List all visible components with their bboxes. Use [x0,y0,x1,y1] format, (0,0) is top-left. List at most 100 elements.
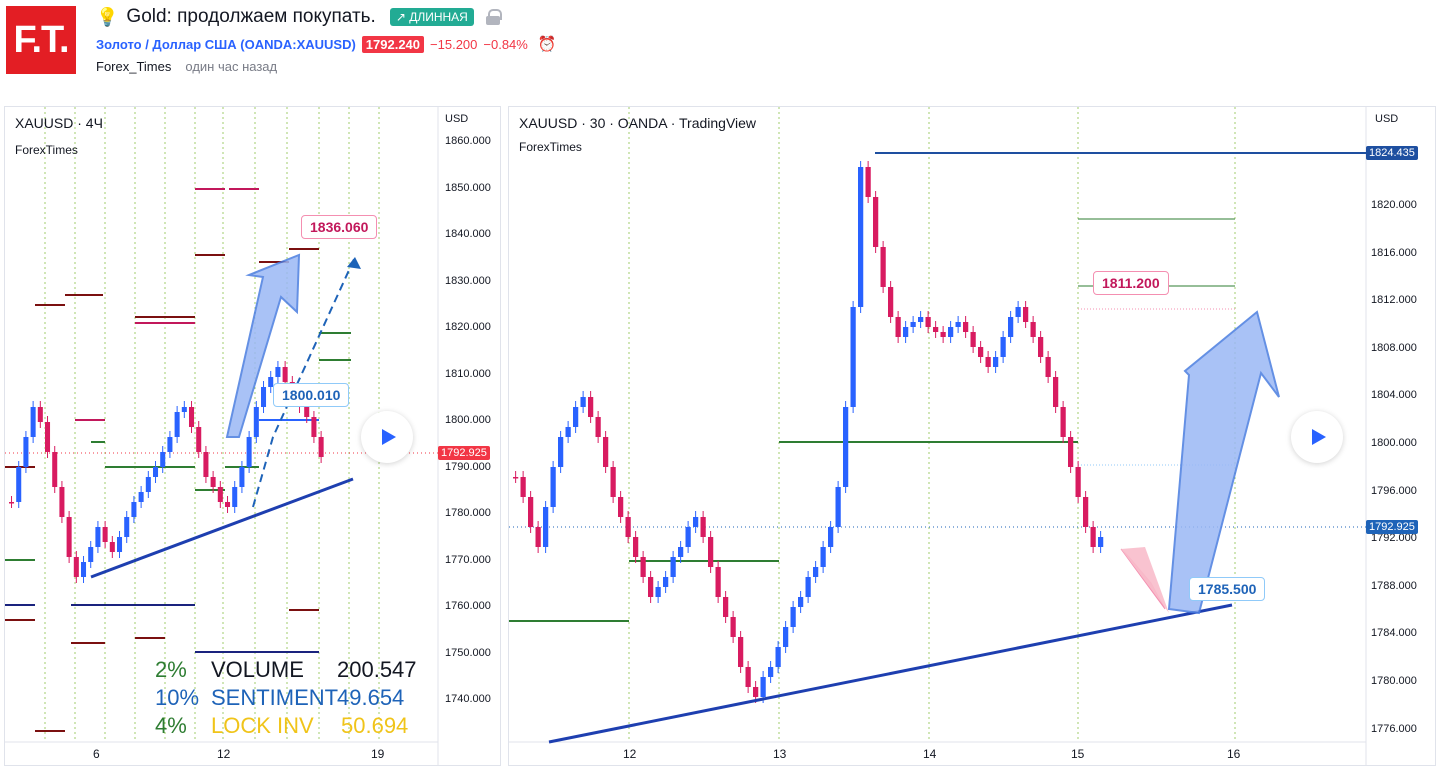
candle-body [1030,322,1036,337]
current-price-badge: 1792.240 [361,35,425,53]
candle-body [730,617,736,637]
x-tick-label: 19 [371,747,385,761]
play-button-right[interactable] [1291,411,1343,463]
candle-body [275,367,281,377]
candle-body [820,547,826,567]
y-tick-label: 1740.000 [445,693,491,705]
lock-icon [485,9,502,25]
candle-body [888,287,894,317]
stat-lockinv-value: 50.694 [341,713,409,738]
candle-body [565,427,571,437]
candle-body [1068,437,1074,467]
candle-body [1090,527,1096,547]
candle-body [963,322,969,332]
chart-left-watermark: ForexTimes [15,143,78,157]
candle-body [910,322,916,327]
y-tick-label: 1750.000 [445,646,491,659]
chart-left-currency: USD [445,113,469,125]
y-tick-label: 1788.000 [1371,579,1417,592]
candle-body [261,387,267,407]
candle-body [239,467,245,487]
candle-body [625,517,631,537]
candle-body [282,367,288,382]
stat-lockinv-label: LOCK INV [211,713,314,738]
y-tick-label: 1800.000 [445,414,491,426]
candle-body [73,557,79,577]
y-tick-label: 1770.000 [445,553,491,566]
candle-body [948,327,954,337]
y-tick-label: 1792.000 [1371,532,1417,545]
right-level-price-tag: 1824.435 [1366,146,1418,160]
x-tick-label: 16 [1227,747,1241,761]
candle-body [775,647,781,667]
stat-sentiment-pct: 10% [155,685,200,710]
candle-body [618,497,624,517]
chart-right-title: XAUUSD · 30 · OANDA · TradingView [519,115,757,131]
candle-body [715,567,721,597]
candle-body [655,587,661,597]
stat-volume-label: VOLUME [211,657,304,682]
candle-body [580,397,586,407]
candle-body [16,467,22,502]
candle-body [66,517,72,557]
candle-body [738,637,744,667]
candle-body [1000,337,1006,357]
candle-body [588,397,594,417]
x-tick-label: 12 [217,747,231,761]
candle-body [798,597,804,607]
chart-left-4h[interactable]: XAUUSD · 4Ч ForexTimes USD 1860.000 1850.… [4,106,501,766]
candle-body [843,407,849,487]
right-last-price-tag: 1792.925 [1366,520,1418,534]
alarm-clock-icon[interactable]: ⏰ [537,36,557,53]
candle-body [225,502,231,507]
candle-body [550,467,556,507]
right-resistance-callout: 1811.200 [1093,271,1169,295]
candle-body [1045,357,1051,377]
candle-body [1060,407,1066,437]
candle-body [1098,537,1104,547]
left-target-callout: 1836.060 [301,215,378,239]
author-link[interactable]: Forex_Times [96,59,172,74]
candle-body [253,407,259,437]
candle-body [985,357,991,367]
stat-sentiment-value: 49.654 [337,685,405,710]
candle-body [783,627,789,647]
candle-body [1023,307,1029,322]
stat-sentiment-label: SENTIMENT [211,685,339,710]
candle-body [940,332,946,337]
y-tick-label: 1820.000 [1371,199,1417,211]
y-tick-label: 1804.000 [1371,389,1417,402]
y-tick-label: 1808.000 [1371,341,1417,354]
candle-body [865,167,871,197]
play-icon [382,429,396,445]
candle-body [970,332,976,347]
price-change-percent: −0.84% [483,36,528,52]
chart-right-30m[interactable]: XAUUSD · 30 · OANDA · TradingView ForexT… [508,106,1436,766]
candle-body [52,452,58,487]
x-tick-label: 13 [773,747,787,761]
stat-volume-pct: 2% [155,657,187,682]
candle-body [558,437,564,467]
candle-body [124,517,130,537]
candle-body [1008,317,1014,337]
chart-right-canvas [509,107,1367,765]
y-tick-label: 1812.000 [1371,294,1417,307]
candle-body [37,407,43,422]
y-tick-label: 1810.000 [445,367,491,380]
play-button-left[interactable] [361,411,413,463]
candle-body [117,537,123,552]
candle-body [685,527,691,547]
candle-body [768,667,774,677]
candle-body [520,477,526,497]
symbol-name-link[interactable]: Золото / Доллар США (OANDA:XAUUSD) [96,36,356,52]
forextimes-logo[interactable]: F.T. [6,6,76,74]
long-direction-badge: ↗ ДЛИННАЯ [389,8,474,26]
symbol-row: Золото / Доллар США (OANDA:XAUUSD) 1792.… [96,35,557,53]
play-icon [1312,429,1326,445]
candle-body [160,452,166,467]
stat-volume-value: 200.547 [337,657,417,682]
candle-body [790,607,796,627]
candle-body [95,527,101,547]
candle-body [873,197,879,247]
lightbulb-icon: 💡 [96,6,119,27]
